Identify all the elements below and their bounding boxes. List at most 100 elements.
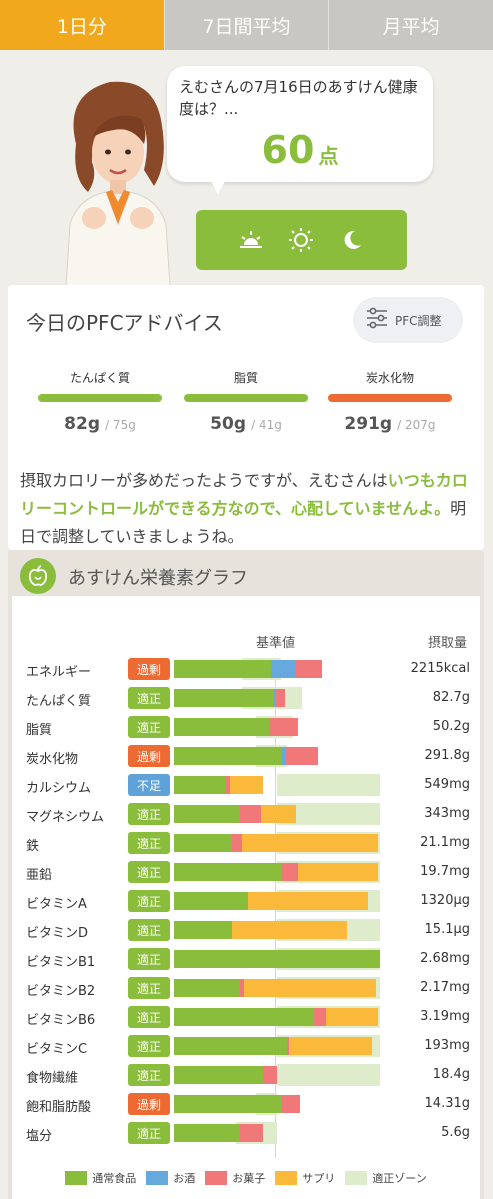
sun-icon[interactable]: [287, 226, 315, 254]
intake-value: 21.1mg: [420, 835, 470, 850]
normal-food-segment: [174, 1066, 263, 1084]
macro-value: 82g / 75g: [38, 414, 162, 434]
period-tabs: 1日分 7日間平均 月平均: [0, 0, 493, 50]
macro-label: 脂質: [233, 371, 258, 385]
legend-label: お酒: [173, 1172, 196, 1185]
supplement-segment: [231, 921, 348, 939]
nutrient-row: マグネシウム 適正 343mg: [12, 803, 480, 827]
alcohol-segment: [281, 747, 286, 765]
normal-food-segment: [174, 892, 249, 910]
intake-value: 50.2g: [432, 719, 470, 734]
nutrient-label: ビタミンB1: [26, 955, 96, 970]
hero-section: えむさんの7月16日のあすけん健康度は？... 60 点: [0, 50, 493, 287]
nutrient-row: カルシウム 不足 549mg: [12, 774, 480, 798]
apple-icon: [20, 558, 56, 594]
moon-icon[interactable]: [338, 226, 366, 254]
snack-segment: [281, 863, 298, 881]
tab-1day[interactable]: 1日分: [0, 0, 165, 50]
advisor-avatar: [58, 74, 178, 287]
graph-title: あすけん栄養素グラフ: [68, 568, 248, 589]
macro-target: / 75g: [105, 418, 136, 432]
nutrient-row: 鉄 適正 21.1mg: [12, 832, 480, 856]
legend-item: サプリ: [275, 1168, 335, 1188]
meal-selector: [196, 210, 407, 270]
snack-segment: [281, 1095, 300, 1113]
tab-monthly-average[interactable]: 月平均: [329, 0, 493, 50]
tab-7day-average[interactable]: 7日間平均: [164, 0, 330, 50]
macro-protein: たんぱく質 82g / 75g: [38, 369, 162, 434]
nutrient-row: ビタミンA 適正 1320µg: [12, 890, 480, 914]
status-badge: 適正: [128, 1006, 170, 1028]
optimal-zone: [277, 803, 380, 825]
supplement-segment: [229, 776, 263, 794]
macro-label: たんぱく質: [69, 371, 130, 385]
nutrient-bar-track: [174, 861, 380, 883]
sunrise-icon[interactable]: [237, 226, 265, 254]
nutrient-label: 食物繊維: [26, 1071, 79, 1086]
nutrient-row: 飽和脂肪酸 過剰 14.31g: [12, 1093, 480, 1117]
advice-text-pre: 摂取カロリーが多めだったようですが、えむさんは: [20, 471, 388, 490]
nutrient-row: エネルギー 過剰 2215kcal: [12, 658, 480, 682]
nutrient-bar-track: [174, 803, 380, 825]
intake-value: 1320µg: [420, 893, 470, 908]
intake-value: 14.31g: [424, 1096, 470, 1111]
normal-food-segment: [174, 863, 282, 881]
nutrient-label: たんぱく質: [26, 694, 92, 709]
status-badge: 適正: [128, 1035, 170, 1057]
status-badge: 適正: [128, 832, 170, 854]
nutrient-row: 炭水化物 過剰 291.8g: [12, 745, 480, 769]
intake-value: 193mg: [424, 1038, 470, 1053]
pfc-advice-card: 今日のPFCアドバイス PFC調整 たんぱく質 82g / 75g 脂質 50g…: [8, 285, 484, 550]
normal-food-segment: [174, 979, 240, 997]
nutrient-bar-track: [174, 774, 380, 796]
score-value: 60: [261, 128, 315, 172]
supplement-segment: [297, 863, 378, 881]
status-badge: 適正: [128, 716, 170, 738]
nutrient-label: 炭水化物: [26, 752, 79, 767]
sliders-icon: [365, 307, 389, 333]
nutrient-bar-track: [174, 687, 380, 709]
normal-food-segment: [174, 660, 271, 678]
nutrient-bar-track: [174, 948, 380, 970]
legend-label: お菓子: [232, 1172, 266, 1185]
intake-value: 2.17mg: [420, 980, 470, 995]
nutrient-bar-track: [174, 1035, 380, 1057]
nutrient-bar-track: [174, 1006, 380, 1028]
nutrient-label: マグネシウム: [26, 810, 105, 825]
intake-value: 15.1µg: [424, 922, 470, 937]
nutrient-row: 脂質 適正 50.2g: [12, 716, 480, 740]
pfc-adjust-button[interactable]: PFC調整: [353, 297, 463, 343]
legend-label: 通常食品: [92, 1172, 137, 1185]
optimal-zone: [277, 1064, 380, 1086]
nutrient-label: ビタミンB2: [26, 984, 96, 999]
snack-segment: [225, 776, 230, 794]
nutrient-bar-track: [174, 890, 380, 912]
legend-swatch: [275, 1171, 298, 1185]
normal-food-segment: [174, 1008, 315, 1026]
alcohol-segment: [270, 660, 296, 678]
status-badge: 適正: [128, 1122, 170, 1144]
pfc-title: 今日のPFCアドバイス: [26, 311, 223, 335]
nutrient-label: エネルギー: [26, 665, 92, 680]
optimal-zone: [277, 774, 380, 796]
bubble-message: えむさんの7月16日のあすけん健康度は？...: [179, 78, 418, 118]
macro-value: 50g / 41g: [184, 414, 308, 434]
nutrient-row: ビタミンC 適正 193mg: [12, 1035, 480, 1059]
legend-item: お酒: [146, 1168, 195, 1188]
nutrient-graph-card: 基準値 摂取量 エネルギー 過剰 2215kcal たんぱく質 適正 82.7g 脂質 適正 5…: [12, 596, 480, 1199]
status-badge: 適正: [128, 861, 170, 883]
nutrient-label: カルシウム: [26, 781, 92, 796]
supplement-segment: [260, 805, 296, 823]
status-badge: 適正: [128, 1064, 170, 1086]
legend-label: サプリ: [302, 1172, 336, 1185]
status-badge: 適正: [128, 948, 170, 970]
supplement-segment: [326, 1008, 378, 1026]
intake-value: 19.7mg: [420, 864, 470, 879]
status-badge: 不足: [128, 774, 170, 796]
nutrient-label: ビタミンB6: [26, 1013, 96, 1028]
snack-segment: [314, 1008, 327, 1026]
macro-actual: 50g: [210, 414, 246, 434]
macro-actual: 291g: [344, 414, 393, 434]
snack-segment: [268, 718, 298, 736]
normal-food-segment: [174, 805, 240, 823]
